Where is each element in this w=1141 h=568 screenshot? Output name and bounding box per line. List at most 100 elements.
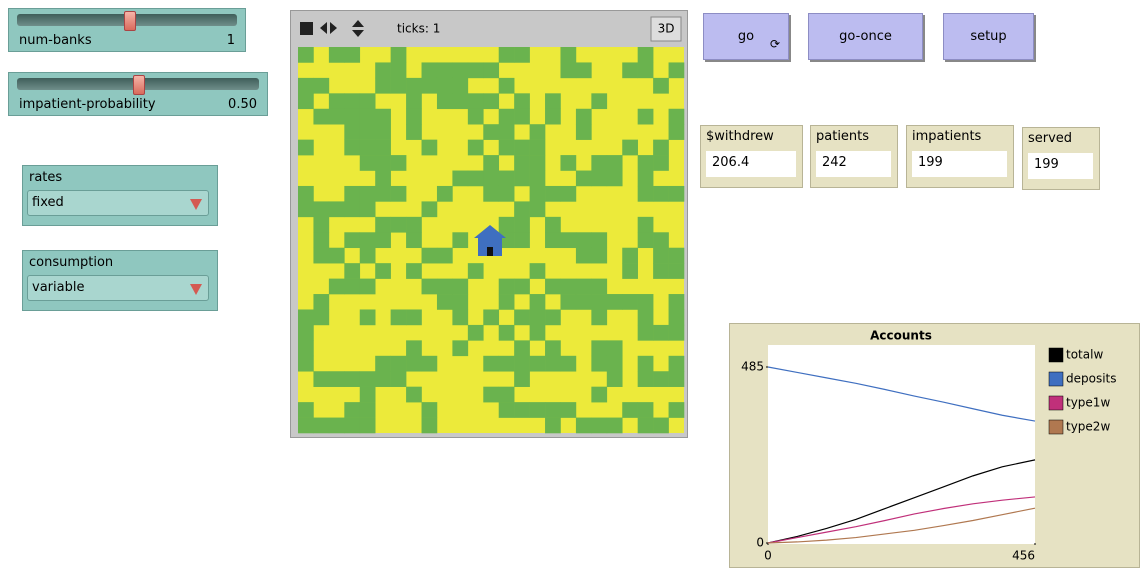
button[interactable]: go ⟳: [703, 13, 789, 60]
patch: [375, 155, 391, 171]
patch: [606, 355, 623, 372]
patch: [375, 216, 391, 233]
bank-icon: [474, 225, 506, 256]
patch: [637, 232, 654, 249]
patch: [560, 155, 577, 171]
patch: [529, 324, 546, 341]
slider-knob[interactable]: [133, 75, 145, 95]
monitor-value: 199: [1028, 153, 1093, 179]
patch: [498, 139, 515, 156]
patch: [591, 386, 608, 403]
patch: [421, 402, 438, 418]
forever-icon: ⟳: [769, 37, 780, 51]
patch: [622, 139, 638, 156]
patch: [575, 247, 592, 264]
patch: [375, 232, 391, 249]
patch: [653, 77, 669, 94]
patch: [328, 108, 345, 125]
patch: [375, 371, 391, 387]
patch: [483, 309, 500, 326]
patch: [637, 170, 654, 187]
bank-door: [487, 247, 493, 256]
patch: [390, 371, 407, 387]
patch: [313, 77, 330, 94]
patch: [637, 108, 654, 125]
patch: [375, 139, 391, 156]
patch: [514, 93, 530, 110]
patch: [406, 232, 422, 249]
legend-label: deposits: [1066, 372, 1117, 386]
series-line: [767, 366, 1036, 422]
patch: [483, 355, 500, 372]
patch: [498, 124, 515, 140]
patch: [406, 355, 422, 372]
patch: [575, 417, 592, 434]
chooser-box[interactable]: fixed: [27, 190, 209, 216]
patch: [359, 155, 376, 171]
patch: [298, 340, 314, 357]
monitor-label: served: [1028, 131, 1073, 146]
patch: [421, 355, 438, 372]
patch: [637, 324, 654, 341]
patch: [375, 355, 391, 372]
slider[interactable]: impatient-probability 0.50: [8, 72, 268, 116]
patch: [498, 216, 515, 233]
monitor-value: 199: [912, 151, 1007, 177]
patch: [560, 62, 577, 79]
patch: [359, 386, 376, 403]
patch: [560, 278, 577, 295]
patch: [622, 402, 638, 418]
patch: [359, 247, 376, 264]
slider[interactable]: num-banks 1: [8, 8, 246, 52]
chooser-label: consumption: [29, 255, 114, 270]
legend-swatch: [1048, 419, 1064, 435]
button[interactable]: go-once: [808, 13, 923, 60]
patch: [467, 324, 484, 341]
patch: [359, 139, 376, 156]
patch: [359, 371, 376, 387]
patch: [359, 417, 376, 434]
chooser[interactable]: rates fixed: [22, 165, 218, 226]
patch: [483, 93, 500, 110]
chooser-box[interactable]: variable: [27, 275, 209, 301]
patch: [406, 93, 422, 110]
patch: [467, 108, 484, 125]
button-label: go: [737, 29, 755, 44]
patch: [436, 77, 453, 94]
patch: [514, 340, 530, 357]
monitor: $withdrew 206.4: [700, 125, 803, 188]
patch: [344, 402, 361, 418]
patch: [529, 170, 546, 187]
patch: [637, 185, 654, 202]
patch: [591, 417, 608, 434]
patch: [606, 170, 623, 187]
patch: [406, 216, 422, 233]
patch: [375, 77, 391, 94]
patch: [421, 247, 438, 264]
patch: [591, 247, 608, 264]
patch: [514, 170, 530, 187]
patch: [622, 62, 638, 79]
slider-knob[interactable]: [124, 11, 136, 31]
patch: [529, 185, 546, 202]
patch: [545, 417, 561, 434]
button[interactable]: setup: [943, 13, 1034, 60]
monitor-value: 206.4: [706, 151, 796, 177]
series-line: [767, 459, 1036, 544]
patch: [653, 247, 669, 264]
icon: [352, 20, 364, 37]
patch: [637, 355, 654, 372]
patch: [637, 402, 654, 418]
button-3d[interactable]: [650, 16, 682, 42]
patch: [344, 139, 361, 156]
patch: [390, 185, 407, 202]
patch: [452, 232, 469, 249]
legend-label: type1w: [1066, 396, 1110, 410]
patch: [359, 124, 376, 140]
patch: [668, 108, 685, 125]
legend-label: totalw: [1066, 348, 1103, 362]
chooser[interactable]: consumption variable: [22, 250, 218, 311]
patch: [452, 170, 469, 187]
patch: [606, 371, 623, 387]
